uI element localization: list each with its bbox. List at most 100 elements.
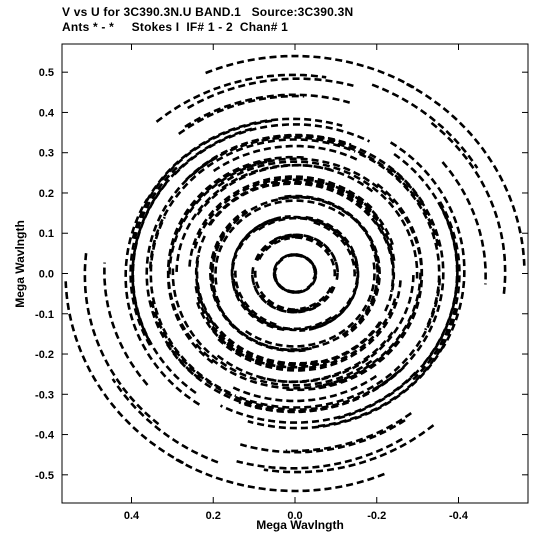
- y-tick-label: -0.3: [35, 389, 54, 401]
- uv-track-arc: [287, 263, 380, 351]
- y-tick-label: -0.2: [35, 349, 54, 361]
- y-axis: 0.5 0.4 0.3 0.2 0.1 0.0 -0.1 -0.2 -0.3 -0.4 -0.5: [35, 67, 528, 482]
- chart-title: V vs U for 3C390.3N.U BAND.1 Source:3C39…: [62, 5, 354, 19]
- y-tick-label: -0.1: [35, 309, 54, 321]
- y-tick-label: -0.5: [35, 470, 54, 482]
- origin-gap: [293, 271, 297, 276]
- uv-track-arc: [187, 77, 354, 110]
- uv-track-arc: [246, 157, 398, 207]
- uv-track-arc: [290, 285, 335, 312]
- y-tick-label: 0.5: [39, 67, 54, 79]
- x-tick-label: -0.2: [367, 510, 386, 522]
- uv-track-arc: [230, 215, 291, 298]
- uv-track-arc: [196, 301, 383, 369]
- uv-track-arc: [83, 249, 160, 426]
- y-axis-label: Mega Wavlngth: [13, 220, 27, 308]
- uv-track-arc: [299, 249, 360, 332]
- uv-track-arc: [131, 179, 197, 395]
- uv-track-arc: [103, 262, 149, 386]
- uv-track-arc: [207, 178, 394, 246]
- x-tick-label: -0.4: [449, 510, 469, 522]
- uv-track-arc: [313, 221, 357, 279]
- uv-track-arc: [242, 297, 353, 332]
- uv-track-arc: [405, 82, 526, 266]
- uv-track-arc: [278, 195, 379, 260]
- uv-track-arc: [254, 331, 394, 384]
- uv-track-arc: [393, 152, 459, 368]
- y-tick-label: 0.4: [39, 107, 55, 119]
- uv-track-arc: [155, 73, 327, 123]
- uv-track-arc: [272, 253, 302, 280]
- x-axis-label: Mega Wavlngth: [256, 518, 344, 532]
- uv-track-arc: [238, 366, 405, 414]
- uv-track-arc: [315, 308, 459, 428]
- uv-track-arc: [219, 371, 417, 424]
- uv-track-arc: [273, 233, 340, 274]
- uv-track-arc: [171, 268, 373, 387]
- uv-track-arc: [205, 54, 416, 89]
- y-tick-label: -0.4: [35, 430, 55, 442]
- uv-track-arc: [285, 412, 412, 453]
- uv-track-arc: [188, 175, 374, 267]
- y-tick-label: 0.1: [39, 228, 54, 240]
- uv-track-arc: [288, 267, 318, 294]
- uv-track-arc: [145, 117, 343, 202]
- uv-track-arc: [290, 253, 317, 283]
- uv-track-arc: [166, 158, 272, 364]
- uv-track-arc: [258, 236, 290, 261]
- uv-track-arc: [371, 83, 479, 169]
- uv-track-arc: [318, 183, 424, 389]
- uv-track-arc: [233, 268, 277, 326]
- uv-track-arc: [192, 136, 441, 250]
- uv-track-arc: [149, 297, 398, 411]
- uv-track-arc: [236, 437, 403, 470]
- uv-track-arc: [247, 345, 445, 430]
- uv-track-arc: [194, 285, 329, 367]
- uv-track-arc: [214, 199, 346, 285]
- uv-track-arc: [333, 206, 459, 421]
- uv-track-arc: [210, 196, 303, 284]
- uv-track-arc: [215, 275, 415, 384]
- uv-track-arc: [173, 123, 371, 176]
- y-tick-label: 0.0: [39, 269, 54, 281]
- uv-track-arc: [196, 164, 336, 216]
- x-axis: 0.4 0.2 0.0 -0.2 -0.4: [124, 44, 469, 522]
- x-tick-label: 0.0: [287, 510, 302, 522]
- uv-track-arc: [272, 268, 306, 294]
- uv-track-arc: [374, 220, 396, 313]
- uv-track-arc: [255, 235, 300, 262]
- uv-track-arc: [131, 119, 275, 239]
- y-tick-label: 0.2: [39, 188, 54, 200]
- x-tick-label: 0.2: [206, 510, 221, 522]
- uv-track-arc: [441, 161, 487, 285]
- uv-track-arc: [261, 180, 396, 262]
- uv-track-arc: [212, 144, 359, 173]
- uv-track-arc: [273, 266, 295, 293]
- uv-track-arc: [273, 264, 300, 294]
- uv-tracks: [64, 54, 526, 493]
- uv-track-arc: [216, 280, 402, 372]
- uv-track-arc: [194, 234, 216, 327]
- uv-track-arc: [64, 281, 185, 465]
- uv-track-arc: [174, 458, 385, 493]
- uv-track-arc: [217, 160, 419, 279]
- uv-track-arc: [185, 133, 352, 181]
- chart-subtitle: Ants * - * Stokes I IF# 1 - 2 Chan# 1: [62, 20, 288, 34]
- x-tick-label: 0.4: [124, 510, 140, 522]
- uv-track-arc: [284, 253, 318, 279]
- uv-track-arc: [295, 254, 317, 281]
- uv-track-arc: [211, 287, 312, 352]
- uv-track-arc: [251, 273, 317, 314]
- uv-track-arc: [231, 374, 378, 403]
- uv-track-arc: [175, 163, 375, 272]
- uv-track-arc: [263, 424, 435, 474]
- uv-track-arc: [239, 419, 406, 454]
- uv-track-arc: [192, 340, 344, 390]
- uv-track-arc: [111, 378, 219, 464]
- uv-track-arc: [237, 215, 348, 250]
- uv-track-arc: [300, 286, 332, 311]
- uv-track-arc: [430, 121, 507, 298]
- uv-track-arc: [131, 126, 257, 341]
- uv-track-arc: [244, 262, 376, 348]
